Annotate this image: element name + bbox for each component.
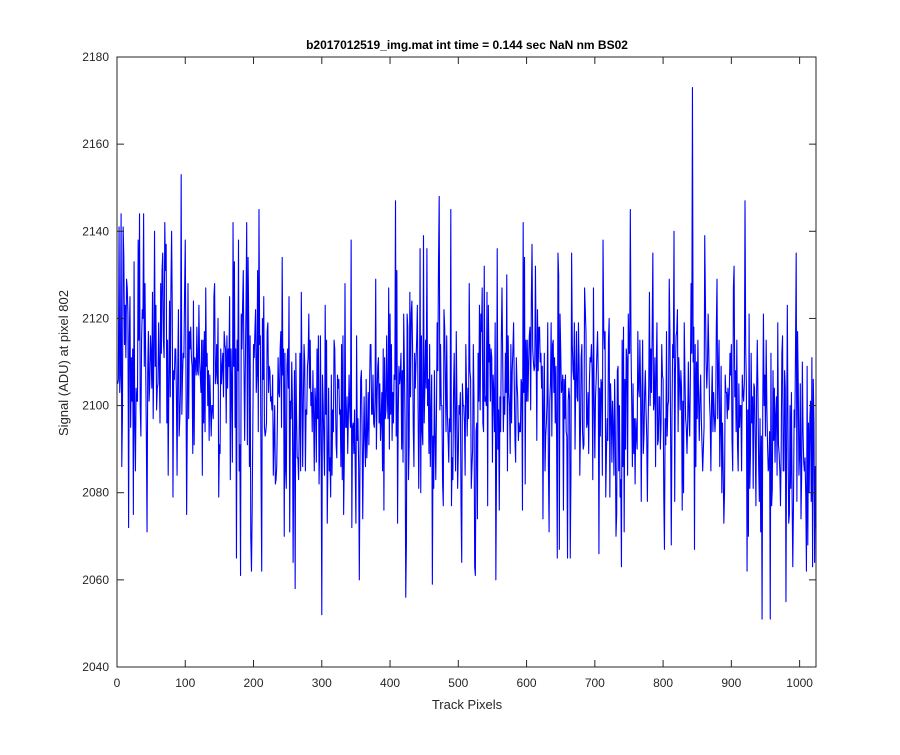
x-tick-label: 700 xyxy=(585,676,605,690)
y-tick-label: 2060 xyxy=(82,573,109,587)
x-tick-label: 300 xyxy=(312,676,332,690)
y-tick-label: 2100 xyxy=(82,399,109,413)
plot-area xyxy=(116,56,817,668)
y-axis-label: Signal (ADU) at pixel 802 xyxy=(56,290,71,436)
x-tick-label: 800 xyxy=(653,676,673,690)
series-layer xyxy=(117,86,817,620)
y-tick-label: 2040 xyxy=(82,660,109,674)
x-tick-label: 1000 xyxy=(786,676,813,690)
x-tick-label: 500 xyxy=(448,676,468,690)
x-tick-label: 200 xyxy=(244,676,264,690)
chart-title: b2017012519_img.mat int time = 0.144 sec… xyxy=(306,38,628,52)
y-tick-label: 2180 xyxy=(82,50,109,64)
x-tick-label: 600 xyxy=(517,676,537,690)
signal-series-line xyxy=(117,86,817,620)
x-tick-label: 900 xyxy=(721,676,741,690)
y-tick-label: 2080 xyxy=(82,486,109,500)
x-tick-label: 400 xyxy=(380,676,400,690)
x-tick-label: 0 xyxy=(114,676,121,690)
y-tick-label: 2120 xyxy=(82,311,109,325)
y-tick-label: 2140 xyxy=(82,224,109,238)
axes-box xyxy=(116,56,817,668)
y-axis-ticks: 2040 2060 2080 2100 2120 2140 2160 2180 xyxy=(82,50,816,674)
x-axis-ticks: 0 100 200 300 400 500 600 700 800 900 1000 xyxy=(114,57,813,690)
y-tick-label: 2160 xyxy=(82,137,109,151)
x-tick-label: 100 xyxy=(175,676,195,690)
x-axis-label: Track Pixels xyxy=(432,697,503,712)
